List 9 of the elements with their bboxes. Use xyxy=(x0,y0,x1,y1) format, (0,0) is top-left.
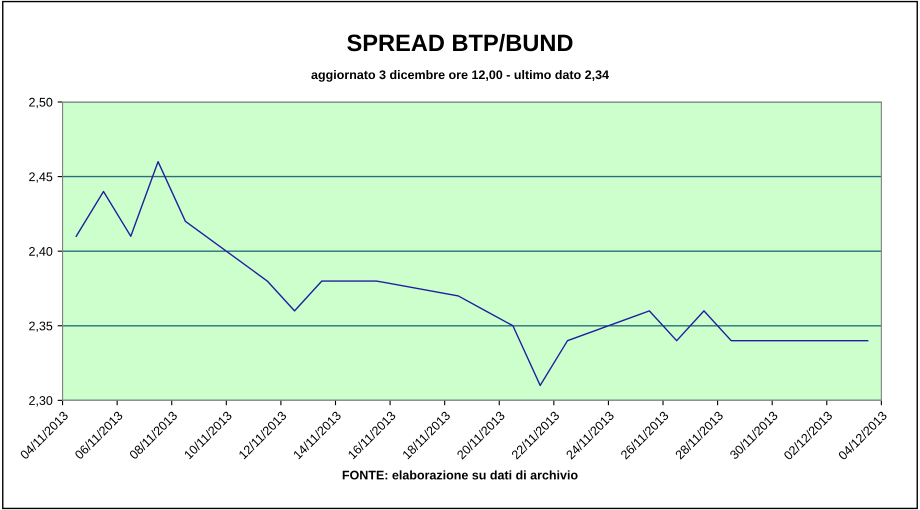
chart-subtitle: aggiornato 3 dicembre ore 12,00 - ultimo dato 2,34 xyxy=(311,70,609,82)
chart-title: SPREAD BTP/BUND xyxy=(347,34,572,52)
y-tick-label: 2,45 xyxy=(29,172,52,183)
line-series xyxy=(76,160,868,386)
y-tick-label: 2,35 xyxy=(29,322,52,332)
y-tick-label: 2,50 xyxy=(29,98,52,108)
y-tick-label: 2,30 xyxy=(29,396,52,406)
source-note: FONTE: elaborazione su dati di archivio xyxy=(342,470,578,480)
y-tick-label: 2,40 xyxy=(29,246,52,258)
